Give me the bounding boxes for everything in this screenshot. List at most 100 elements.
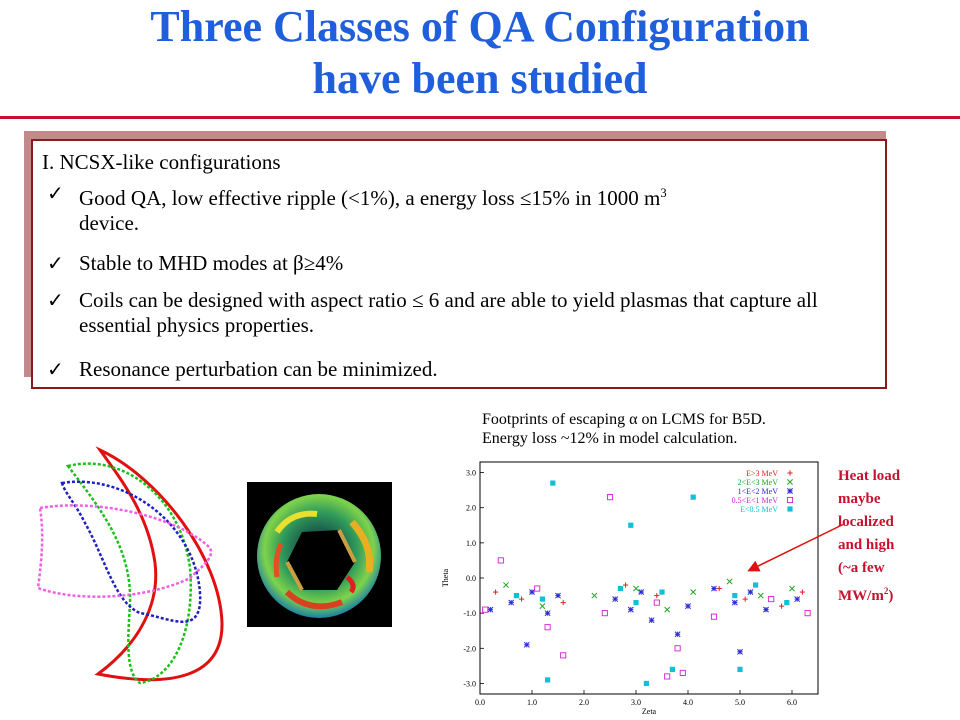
checkmark-icon: ✓ — [47, 181, 64, 205]
data-point — [519, 596, 525, 602]
data-point — [690, 589, 697, 596]
bullet-qa-text: Good QA, low effective ripple (<1%), a e… — [79, 186, 661, 210]
data-point — [523, 641, 530, 648]
data-point — [633, 600, 639, 606]
y-axis-label: Theta — [441, 568, 450, 587]
x-tick-label: 3.0 — [631, 698, 641, 707]
data-point — [513, 592, 519, 599]
ncsx-summary-box: I. NCSX-like configurations ✓ Good QA, l… — [31, 139, 887, 389]
bullet-coils-text: Coils can be designed with aspect ratio … — [79, 288, 818, 337]
data-point — [529, 589, 535, 596]
cross-section-blue — [60, 480, 202, 623]
bullet-mhd-text: Stable to MHD modes at β≥4% — [79, 251, 344, 275]
y-tick-label: -1.0 — [463, 609, 476, 618]
data-point — [779, 603, 785, 609]
checkmark-icon: ✓ — [47, 288, 64, 312]
data-point — [716, 585, 722, 592]
data-point — [606, 494, 614, 501]
y-tick-label: 0.0 — [466, 574, 476, 583]
footprint-caption: Footprints of escaping α on LCMS for B5D… — [482, 410, 766, 448]
data-point — [747, 589, 754, 596]
data-point — [664, 673, 671, 680]
data-point — [669, 666, 675, 672]
data-point — [487, 606, 494, 613]
data-point — [757, 592, 764, 599]
bullet-resonance: ✓ Resonance perturbation can be minimize… — [47, 357, 879, 382]
data-point — [726, 578, 733, 585]
y-tick-label: 2.0 — [466, 504, 476, 513]
data-point — [643, 680, 649, 687]
data-point — [685, 603, 691, 610]
data-point — [710, 613, 718, 620]
data-point — [497, 557, 504, 564]
data-point — [653, 599, 660, 606]
cross-section-green — [65, 462, 192, 685]
x-axis-label: Zeta — [642, 707, 657, 716]
plasma-cross-sections — [36, 446, 224, 685]
legend-label: 1<E<2 MeV — [738, 487, 779, 496]
data-point — [482, 606, 489, 613]
data-point — [679, 669, 686, 676]
heat-note-l1: Heat load — [838, 468, 901, 484]
heat-note-l6-sup: 2 — [883, 586, 889, 596]
data-point — [550, 480, 556, 486]
y-tick-label: 1.0 — [466, 539, 476, 548]
data-point — [711, 585, 717, 592]
heat-note-l2: maybe — [838, 491, 881, 507]
bullet-coils: ✓ Coils can be designed with aspect rati… — [47, 288, 879, 338]
title-line-1: Three Classes of QA Configuration — [150, 2, 810, 51]
data-point — [493, 589, 499, 595]
legend-marker — [786, 496, 794, 504]
data-point — [674, 645, 681, 652]
data-point — [794, 596, 801, 603]
bullet-qa-sup: 3 — [660, 186, 667, 200]
y-tick-label: -3.0 — [463, 679, 476, 688]
legend-label: 2<E<3 MeV — [738, 478, 779, 487]
heat-note-l5: (~a few — [838, 560, 885, 576]
heat-note-l3: localized — [838, 514, 894, 530]
footprint-caption-line-1: Footprints of escaping α on LCMS for B5D… — [482, 411, 766, 428]
title-divider — [0, 116, 960, 119]
data-point — [545, 677, 551, 683]
legend-label: E<0.5 MeV — [740, 505, 778, 514]
footprint-caption-line-2: Energy loss ~12% in model calculation. — [482, 430, 738, 447]
data-point — [690, 494, 696, 500]
bullet-qa: ✓ Good QA, low effective ripple (<1%), a… — [47, 181, 879, 236]
data-point — [539, 603, 546, 610]
data-point — [799, 589, 805, 595]
x-tick-label: 6.0 — [787, 698, 797, 707]
data-point — [544, 624, 551, 631]
data-point — [534, 585, 541, 592]
data-point — [638, 589, 645, 596]
data-point — [732, 592, 738, 599]
heat-load-arrow — [747, 523, 845, 572]
legend-label: 0.5<E<1 MeV — [732, 496, 779, 505]
data-point — [633, 585, 639, 592]
plasma-3d-rendering — [247, 482, 392, 627]
x-tick-label: 4.0 — [683, 698, 693, 707]
data-point — [789, 585, 795, 592]
data-point — [539, 596, 545, 602]
data-point — [737, 666, 743, 672]
data-point — [601, 610, 608, 617]
bullet-qa-cont: device. — [79, 211, 140, 235]
legend-marker — [787, 488, 793, 494]
data-point — [659, 589, 665, 595]
bullet-resonance-text: Resonance perturbation can be minimized. — [79, 357, 438, 381]
data-point — [753, 582, 759, 588]
title-line-2: have been studied — [312, 54, 648, 103]
data-point — [627, 606, 634, 613]
data-point — [731, 599, 738, 606]
heat-note-l4: and high — [838, 537, 895, 553]
data-point — [763, 606, 769, 613]
heat-load-note: Heat load maybe localized and high (~a f… — [838, 465, 958, 608]
data-point — [503, 582, 509, 588]
legend-label: E>3 MeV — [746, 469, 778, 478]
data-point — [654, 592, 660, 599]
legend-marker — [787, 479, 793, 485]
data-point — [784, 600, 790, 606]
legend-marker — [787, 506, 793, 512]
data-point — [623, 582, 629, 588]
data-point — [560, 600, 566, 606]
checkmark-icon: ✓ — [47, 357, 64, 381]
